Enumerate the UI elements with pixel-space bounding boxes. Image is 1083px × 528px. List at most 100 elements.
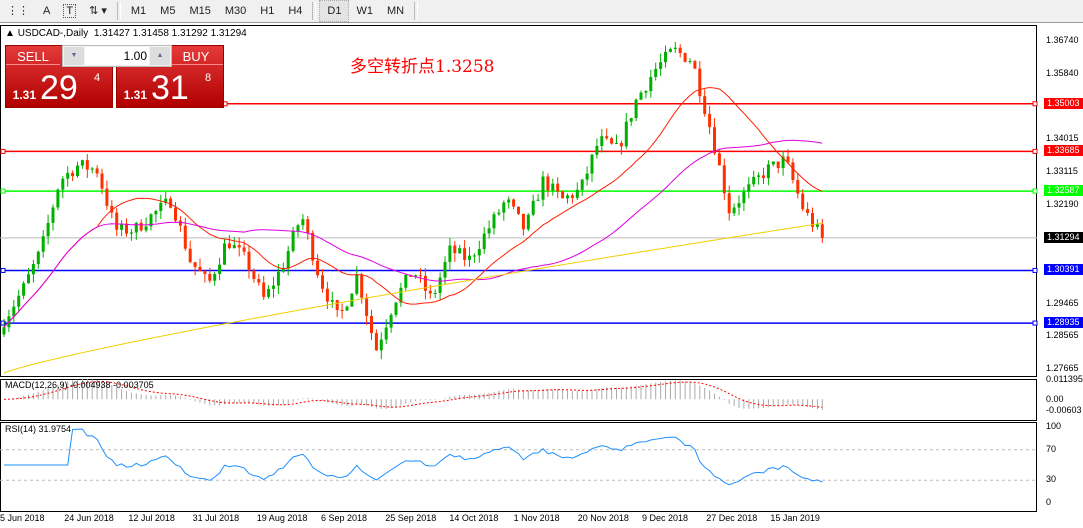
candle [321,275,324,289]
hline-price-tag: 1.32587 [1044,185,1083,197]
symbol-info: ▲ USDCAD-,Daily 1.31427 1.31458 1.31292 … [5,28,247,39]
text-tool[interactable]: A [43,5,51,17]
candle [95,168,99,174]
candle [698,68,702,97]
chart-annotation: 多空转折点1.3258 [350,57,495,77]
line-handle[interactable] [0,148,6,154]
price-axis-label: 1.29465 [1046,297,1079,308]
candle [325,288,329,302]
candle [786,156,790,163]
date-axis-label: 5 Jun 2018 [0,513,45,523]
rsi-axis-label: 0 [1046,497,1052,507]
sell-button[interactable]: SELL 1.31 29 4 [5,45,113,108]
candle [360,274,364,298]
candle [36,251,40,265]
price-axis-label: 1.32190 [1046,199,1079,210]
candle [267,288,271,297]
line-handle[interactable] [1032,188,1038,194]
hline-price-tag: 1.28935 [1044,317,1083,329]
candle [291,231,295,251]
rsi-pane [0,422,1037,512]
candle [605,136,609,139]
date-axis-label: 1 Nov 2018 [513,513,560,523]
line-handle[interactable] [1032,267,1038,273]
ma-mid-line [3,139,823,328]
increase-lot-icon[interactable]: ▲ [150,47,170,65]
candle [169,198,173,208]
candle [517,206,520,214]
candle [149,214,153,227]
candle [580,179,584,190]
decrease-lot-icon[interactable]: ▼ [64,47,84,65]
price-axis-label: 1.36740 [1046,35,1079,45]
tf-m5[interactable]: M5 [160,5,176,17]
candle [654,68,658,78]
candle [619,142,623,147]
line-handle[interactable] [1032,101,1038,107]
text-label-tool[interactable]: T [63,4,77,18]
candle [237,245,241,248]
candle [448,245,452,262]
hline-price-tag: 1.30391 [1044,264,1083,276]
line-handle[interactable] [0,188,6,194]
candle [345,306,349,311]
candle [776,161,780,169]
candle [71,172,75,177]
candle [659,62,663,69]
rsi-axis-label: 30 [1046,474,1057,485]
rsi-label: RSI(14) 31.9754 [5,424,72,434]
tf-m15[interactable]: M15 [189,5,211,17]
candle [208,273,212,281]
candle [766,164,770,179]
candle [414,275,418,277]
sell-price-big: 29 [40,69,78,107]
candle [615,142,618,144]
candle [174,207,177,221]
candle [144,226,148,231]
candle [502,202,506,213]
candle [610,138,614,144]
arrows-tool-icon[interactable]: ⇅ ▾ [89,5,107,17]
grid-icon[interactable]: ⋮⋮ [7,5,29,17]
candle [747,184,751,192]
candle [673,47,677,49]
candle [443,261,447,278]
line-handle[interactable] [1032,148,1038,154]
line-handle[interactable] [0,320,6,326]
lot-size-input[interactable]: 1.00 [85,47,149,65]
candle [252,270,256,280]
candle [678,47,682,54]
tf-m1[interactable]: M1 [130,5,147,17]
candle [815,224,819,227]
line-handle[interactable] [0,267,6,273]
candle [752,176,756,185]
candle [791,162,795,181]
line-handle[interactable] [1032,320,1038,326]
candle [335,300,339,311]
tf-d1[interactable]: D1 [319,0,350,22]
candle [51,207,55,223]
candle [247,251,251,271]
candle [482,233,486,250]
lot-size-stepper[interactable]: ▼ 1.00 ▲ [62,45,172,67]
price-axis-label: 1.28565 [1046,330,1079,341]
price-axis-label: 1.33115 [1046,166,1078,176]
candle [27,274,30,284]
macd-axis-label: 0.00 [1046,394,1064,405]
tf-mn[interactable]: MN [386,5,405,17]
tf-h4[interactable]: H4 [288,5,303,17]
tf-m30[interactable]: M30 [224,5,247,17]
candle [340,310,344,312]
tf-w1[interactable]: W1 [356,5,373,17]
price-chart[interactable] [0,24,1083,528]
candle [664,51,667,63]
candle [125,223,128,234]
candle [178,220,182,226]
tf-h1[interactable]: H1 [260,5,275,17]
candle [806,209,810,214]
rsi-line [4,428,823,486]
date-axis-label: 9 Dec 2018 [642,513,689,523]
date-axis-label: 25 Sep 2018 [385,513,437,523]
candle [453,245,457,254]
candle [120,223,124,230]
